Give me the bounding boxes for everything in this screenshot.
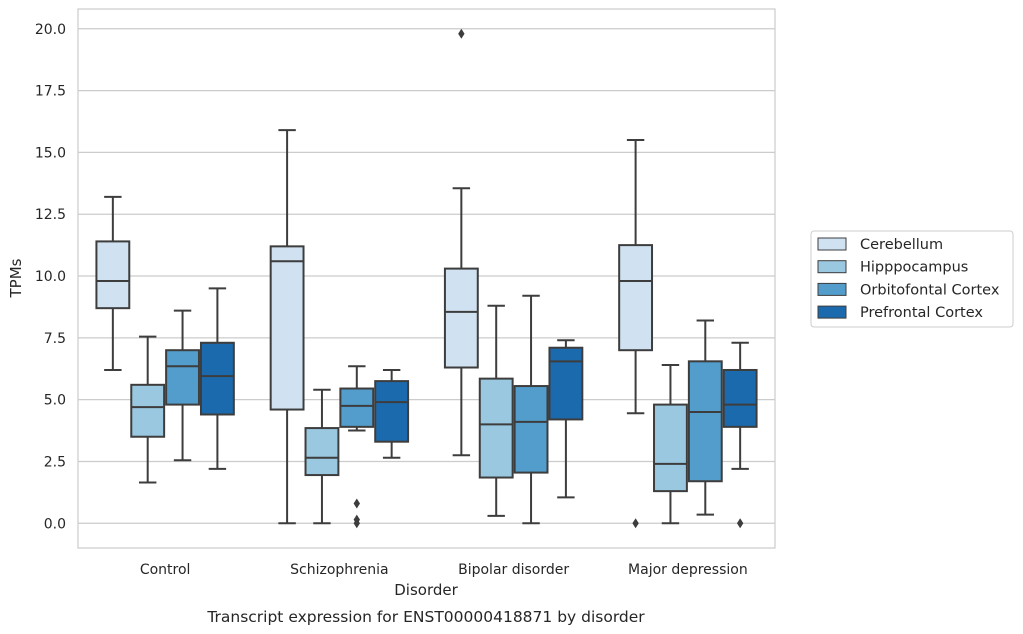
- y-tick-label: 7.5: [44, 331, 66, 347]
- box-orbitofontal-cortex: [513, 294, 549, 525]
- box-body: [722, 368, 758, 428]
- box-hipppocampus: [478, 304, 514, 517]
- outlier-point: [458, 28, 465, 39]
- chart-caption: Transcript expression for ENST0000041887…: [206, 608, 645, 626]
- plot-frame: [77, 8, 776, 549]
- x-tick-label: Major depression: [628, 562, 748, 578]
- y-tick-label: 10.0: [35, 269, 66, 285]
- legend-swatch: [817, 282, 847, 296]
- box-body: [269, 245, 305, 411]
- box-groups: [95, 28, 758, 529]
- legend-swatch: [817, 305, 847, 319]
- legend-swatch: [817, 260, 847, 274]
- outlier-point: [353, 498, 360, 509]
- box-body: [165, 349, 200, 406]
- y-tick-label: 17.5: [35, 84, 66, 100]
- box-body: [339, 387, 375, 428]
- box-cerebellum: [95, 195, 131, 371]
- box-body: [199, 341, 235, 416]
- box-hipppocampus: [304, 388, 340, 525]
- legend: Cerebellum Hipppocampus Orbitofontal Corte…: [810, 230, 1014, 328]
- box-cerebellum: [443, 28, 479, 457]
- box-hipppocampus: [653, 364, 688, 525]
- box-prefrontal-cortex: [722, 341, 758, 529]
- box-orbitofontal-cortex: [339, 365, 375, 529]
- outlier-point: [632, 518, 639, 529]
- x-tick-label: Schizophrenia: [290, 562, 388, 578]
- legend-label: Orbitofontal Cortex: [860, 282, 1000, 298]
- box-body: [513, 385, 549, 474]
- x-tick-label: Control: [140, 562, 191, 578]
- box-cerebellum: [618, 139, 654, 529]
- x-axis-label: Disorder: [394, 581, 458, 599]
- y-tick-label: 0.0: [44, 516, 66, 532]
- box-body: [130, 383, 166, 438]
- outlier-point: [736, 518, 744, 529]
- y-tick-label: 15.0: [35, 145, 66, 161]
- axis-ticks: 0.0 2.5 5.0 7.5 10.0 12.5 15.0 17.5 20.0 Control S…: [35, 22, 748, 578]
- y-tick-label: 12.5: [35, 207, 66, 223]
- box-body: [95, 240, 131, 310]
- box-body: [304, 427, 340, 477]
- box-body: [548, 346, 584, 421]
- box-orbitofontal-cortex: [687, 319, 723, 516]
- box-body: [687, 360, 723, 483]
- box-prefrontal-cortex: [199, 287, 235, 470]
- box-prefrontal-cortex: [374, 368, 410, 459]
- box-body: [478, 377, 514, 479]
- box-orbitofontal-cortex: [165, 309, 200, 462]
- box-hipppocampus: [130, 335, 166, 484]
- y-tick-label: 5.0: [44, 393, 66, 409]
- box-body: [443, 267, 479, 369]
- box-body: [374, 380, 410, 443]
- y-tick-label: 20.0: [35, 22, 66, 38]
- outlier-point: [353, 518, 360, 529]
- legend-label: Hipppocampus: [860, 260, 968, 276]
- box-body: [618, 244, 654, 352]
- legend-swatch: [817, 237, 847, 251]
- box-body: [653, 403, 688, 493]
- legend-label: Prefrontal Cortex: [860, 305, 983, 321]
- y-axis-label: TPMs: [7, 258, 25, 298]
- legend-frame: [810, 230, 1014, 328]
- box-prefrontal-cortex: [548, 339, 584, 499]
- box-cerebellum: [269, 129, 305, 525]
- x-tick-label: Bipolar disorder: [458, 562, 569, 578]
- legend-label: Cerebellum: [860, 237, 943, 253]
- y-tick-label: 2.5: [44, 454, 66, 470]
